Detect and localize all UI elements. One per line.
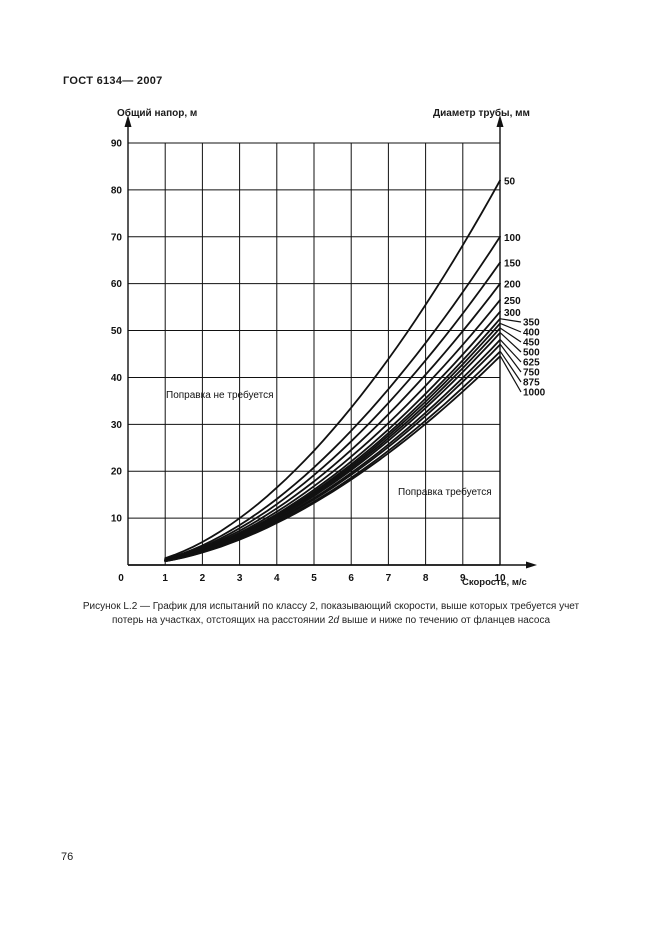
curve-label-350: 350 — [523, 318, 540, 329]
x-tick-label-6: 6 — [348, 573, 354, 584]
annotation-no-correction: Поправка не требуется — [166, 390, 274, 401]
x-tick-label-0: 0 — [118, 573, 124, 584]
figure-caption: Рисунок L.2 — График для испытаний по кл… — [40, 600, 622, 628]
curve-diameter-1000 — [164, 355, 501, 563]
right-axis-title: Диаметр трубы, мм — [433, 108, 530, 119]
y-tick-label-70: 70 — [111, 232, 123, 243]
left-axis-arrow-icon — [124, 115, 132, 127]
x-tick-label-9: 9 — [460, 573, 466, 584]
figure-caption-line1: Рисунок L.2 — График для испытаний по кл… — [82, 601, 580, 612]
y-tick-label-20: 20 — [111, 467, 123, 478]
leader-line-400 — [500, 322, 522, 333]
leader-line-500 — [500, 332, 522, 353]
leader-line-350 — [500, 318, 522, 323]
y-tick-label-80: 80 — [111, 185, 123, 196]
curve-diameter-200 — [164, 282, 501, 561]
x-tick-label-3: 3 — [237, 573, 243, 584]
curve-diameter-875 — [164, 350, 501, 563]
document-header: ГОСТ 6134— 2007 — [63, 75, 163, 87]
curve-diameter-50 — [164, 179, 501, 560]
figure-caption-line2: потерь на участках, отстоящих на расстоя… — [111, 615, 551, 626]
curve-label-400: 400 — [523, 328, 540, 339]
curve-diameter-450 — [164, 327, 501, 562]
curve-label-200: 200 — [504, 280, 521, 291]
y-tick-label-50: 50 — [111, 326, 123, 337]
left-axis-title: Общий напор, м — [117, 108, 198, 119]
leader-line-875 — [500, 351, 522, 383]
annotation-correction-required: Поправка требуется — [398, 487, 492, 498]
curve-diameter-250 — [164, 299, 501, 562]
y-tick-label-60: 60 — [111, 279, 123, 290]
leader-line-1000 — [499, 356, 522, 393]
curve-label-150: 150 — [504, 259, 521, 270]
x-tick-label-7: 7 — [386, 573, 392, 584]
right-axis-arrow-icon — [496, 115, 504, 127]
curve-label-1000: 1000 — [523, 388, 546, 399]
x-axis-arrow-icon — [526, 561, 537, 569]
leader-line-450 — [500, 327, 522, 343]
curve-label-250: 250 — [504, 296, 521, 307]
caption-italic-d: d — [333, 615, 340, 626]
curve-label-450: 450 — [523, 338, 540, 349]
leader-line-750 — [500, 344, 522, 373]
curve-diameter-300 — [164, 310, 501, 562]
y-tick-label-30: 30 — [111, 420, 123, 431]
y-tick-label-90: 90 — [111, 138, 123, 149]
curve-label-100: 100 — [504, 233, 521, 244]
curve-label-50: 50 — [504, 177, 516, 188]
curve-label-625: 625 — [523, 358, 540, 369]
page-number: 76 — [61, 851, 74, 863]
curve-label-300: 300 — [504, 308, 521, 319]
curve-label-750: 750 — [523, 368, 540, 379]
x-tick-label-4: 4 — [274, 573, 280, 584]
curve-diameter-350 — [164, 317, 501, 562]
curve-diameter-150 — [164, 261, 501, 561]
y-tick-label-10: 10 — [111, 514, 123, 525]
leader-line-625 — [500, 339, 522, 363]
curve-label-500: 500 — [523, 348, 540, 359]
curve-label-875: 875 — [523, 378, 540, 389]
x-tick-label-5: 5 — [311, 573, 317, 584]
x-axis-unit-label: Скорость, м/с — [462, 577, 527, 588]
curve-diameter-100 — [164, 235, 501, 561]
x-tick-label-10: 10 — [494, 573, 506, 584]
x-tick-label-2: 2 — [200, 573, 206, 584]
y-tick-label-40: 40 — [111, 373, 123, 384]
x-tick-label-8: 8 — [423, 573, 429, 584]
x-tick-label-1: 1 — [162, 573, 168, 584]
curve-diameter-500 — [164, 332, 501, 562]
